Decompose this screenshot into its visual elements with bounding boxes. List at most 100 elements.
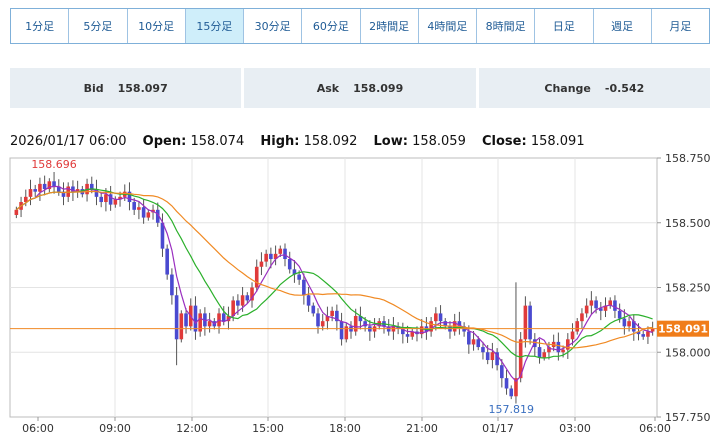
candle-body [287,259,292,270]
ask-value: 158.099 [353,81,404,95]
candle-body [556,341,561,353]
current-price-badge [657,320,709,337]
tab-7[interactable]: 4時間足 [419,9,477,43]
candle-body [528,305,532,340]
candle-body [485,352,490,361]
current-price-label: 158.091 [658,323,708,336]
tab-0[interactable]: 1分足 [11,9,70,43]
candle-body [495,352,499,366]
ask-box: Ask 158.099 [244,68,476,108]
low-value: 158.059 [412,134,466,149]
candle-body [613,300,617,311]
y-tick-label: 158.500 [665,217,711,230]
candle-body [330,310,334,316]
tab-9[interactable]: 日足 [535,9,594,43]
candle-body [353,315,358,332]
candle-body [132,202,136,210]
low-label: Low: [373,134,408,149]
candle-body [358,315,363,322]
candle-body [471,339,476,345]
candle-body [113,199,118,205]
candle-body [160,222,165,249]
bid-box: Bid 158.097 [10,68,242,108]
candle-body [429,321,433,332]
candle-body [99,196,103,203]
change-value: -0.542 [604,81,645,95]
candle-body [137,207,141,210]
x-tick-label: 06:00 [639,422,671,435]
candle-body [89,183,94,190]
candle-body [23,196,28,203]
y-tick-label: 158.250 [665,282,711,295]
open-value: 158.074 [190,134,245,149]
x-tick-label: 01/17 [482,422,514,435]
candle-body [622,318,627,327]
candle-body [94,189,99,197]
candle-body [118,196,122,200]
candle-body [75,189,80,192]
tab-8[interactable]: 8時間足 [477,9,536,43]
candle-body [631,321,636,332]
x-tick-label: 15:00 [252,422,284,435]
close-value: 158.091 [530,134,585,149]
tab-4[interactable]: 30分足 [244,9,303,43]
tab-6[interactable]: 2時間足 [361,9,419,43]
candle-body [278,248,283,254]
tab-5[interactable]: 60分足 [302,9,361,43]
quote-bar: Bid 158.097 Ask 158.099 Change -0.542 [10,68,710,108]
candle-body [490,352,495,361]
candle-body [542,352,547,358]
candle-body [47,181,52,190]
ask-label: Ask [316,81,340,95]
candle-body [226,315,231,322]
tab-2[interactable]: 10分足 [128,9,186,43]
candle-body [61,191,66,197]
y-tick-label: 158.000 [665,346,711,359]
candle-body [401,328,405,335]
candle-body [221,313,226,322]
candle-body [410,331,415,337]
candle-body [443,321,448,327]
candle-body [52,181,56,187]
candle-body [514,378,518,397]
candle-body [231,300,235,316]
candle-body [603,305,608,311]
tab-11[interactable]: 月足 [669,20,692,33]
candle-body [646,331,650,337]
candle-body [264,253,268,262]
candle-body [580,313,584,322]
candle-body [523,305,528,340]
candle-body [56,186,61,192]
candle-body [104,194,108,203]
candle-body [193,305,198,332]
candle-body [316,313,320,327]
x-tick-label: 06:00 [22,422,54,435]
candle-body [584,305,589,314]
candle-body [33,189,38,192]
candle-body [589,300,594,306]
candle-body [320,321,325,327]
candle-body [259,261,264,267]
candle-body [42,183,47,190]
tab-10[interactable]: 週足 [594,9,652,43]
high-annotation: 158.696 [31,158,77,171]
tab-1[interactable]: 5分足 [69,9,128,43]
candle-body [405,334,410,337]
candle-body [240,295,245,306]
candle-body [325,315,330,322]
candle-body [537,347,542,358]
candle-body [561,349,565,353]
candle-body [245,295,250,301]
candle-body [170,274,174,296]
x-tick-label: 18:00 [329,422,361,435]
close-label: Close: [482,134,527,149]
candle-body [419,326,424,335]
change-label: Change [544,81,591,95]
candle-body [627,321,631,327]
candle-body [594,300,598,309]
candle-body [636,331,641,335]
tab-3[interactable]: 15分足 [185,9,244,43]
candle-body [302,279,306,296]
candle-body [207,321,212,327]
